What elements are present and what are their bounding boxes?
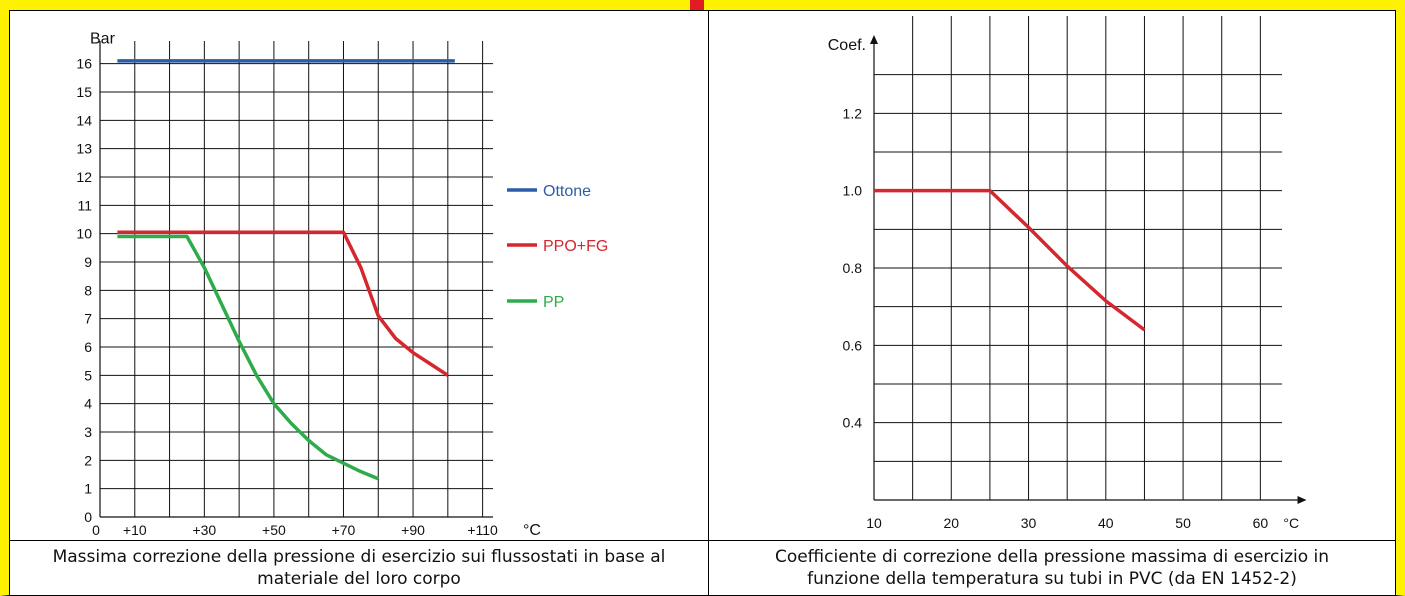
x-axis-unit: °C [523, 522, 541, 539]
series-line-coefficient [874, 188, 1146, 332]
x-tick-label: 30 [1021, 515, 1037, 531]
y-tick-label: 1 [84, 481, 92, 497]
y-tick-label: 0 [84, 509, 92, 525]
y-tick-label: 13 [76, 141, 92, 157]
y-tick-label: 0.8 [843, 260, 863, 276]
x-axis-arrow [1297, 496, 1307, 504]
y-axis-label: Coef. [828, 37, 866, 54]
x-tick-label: +10 [123, 522, 147, 538]
right-caption-line-1: Coefficiente di correzione della pressio… [774, 547, 1330, 567]
y-tick-label: 12 [76, 169, 92, 185]
legend-label-ottone: Ottone [543, 183, 591, 200]
left-chart-panel: 0 1 2 3 4 5 6 7 8 9 10 11 12 13 14 15 16 0 +10 +30 +50 +70 +90… [9, 10, 709, 541]
y-tick-label: 4 [84, 396, 92, 412]
right-caption-line-2: funzione della temperatura su tubi in PV… [807, 569, 1297, 589]
x-tick-label: +30 [192, 522, 216, 538]
y-tick-label: 2 [84, 452, 92, 468]
left-caption: Massima correzione della pressione di es… [9, 541, 709, 596]
legend-label-ppo-fg: PPO+FG [543, 238, 608, 255]
y-tick-label: 5 [84, 367, 92, 383]
x-tick-label: 10 [866, 515, 882, 531]
y-tick-label: 15 [76, 84, 92, 100]
x-tick-label: 60 [1253, 515, 1269, 531]
right-caption: Coefficiente di correzione della pressio… [708, 541, 1396, 596]
y-axis-label: Bar [90, 31, 116, 48]
y-tick-label: 1.2 [843, 105, 863, 121]
y-tick-label: 0.4 [843, 415, 863, 431]
y-tick-label: 8 [84, 282, 92, 298]
y-tick-label: 1.0 [843, 183, 863, 199]
x-tick-label: 40 [1098, 515, 1114, 531]
y-tick-label: 6 [84, 339, 92, 355]
coefficient-chart: 0.4 0.6 0.8 1.0 1.2 10 20 30 40 50 60 Coef. °C [828, 16, 1307, 531]
y-tick-label: 0.6 [843, 337, 863, 353]
y-tick-label: 10 [76, 226, 92, 242]
y-tick-label: 9 [84, 254, 92, 270]
x-tick-label: +50 [262, 522, 286, 538]
x-tick-label: 50 [1175, 515, 1191, 531]
x-axis-unit: °C [1283, 515, 1299, 531]
y-tick-label: 16 [76, 56, 92, 72]
y-tick-label: 7 [84, 311, 92, 327]
y-tick-label: 3 [84, 424, 92, 440]
y-tick-label: 14 [76, 112, 92, 128]
x-tick-label: +110 [467, 522, 498, 538]
series-line-ppo-fg [117, 230, 449, 377]
top-accent-mark [690, 0, 704, 10]
y-axis-arrow [870, 35, 878, 44]
y-tick-label: 11 [77, 197, 92, 213]
x-tick-label: +90 [401, 522, 425, 538]
right-chart-panel: 0.4 0.6 0.8 1.0 1.2 10 20 30 40 50 60 Coef. °C [708, 10, 1396, 541]
series-line-pp [117, 234, 379, 481]
legend-label-pp: PP [543, 294, 564, 311]
x-tick-label: +70 [332, 522, 356, 538]
x-tick-label: 0 [92, 522, 100, 538]
x-tick-label: 20 [943, 515, 959, 531]
left-caption-line-2: materiale del loro corpo [257, 569, 461, 589]
left-caption-line-1: Massima correzione della pressione di es… [52, 547, 666, 567]
